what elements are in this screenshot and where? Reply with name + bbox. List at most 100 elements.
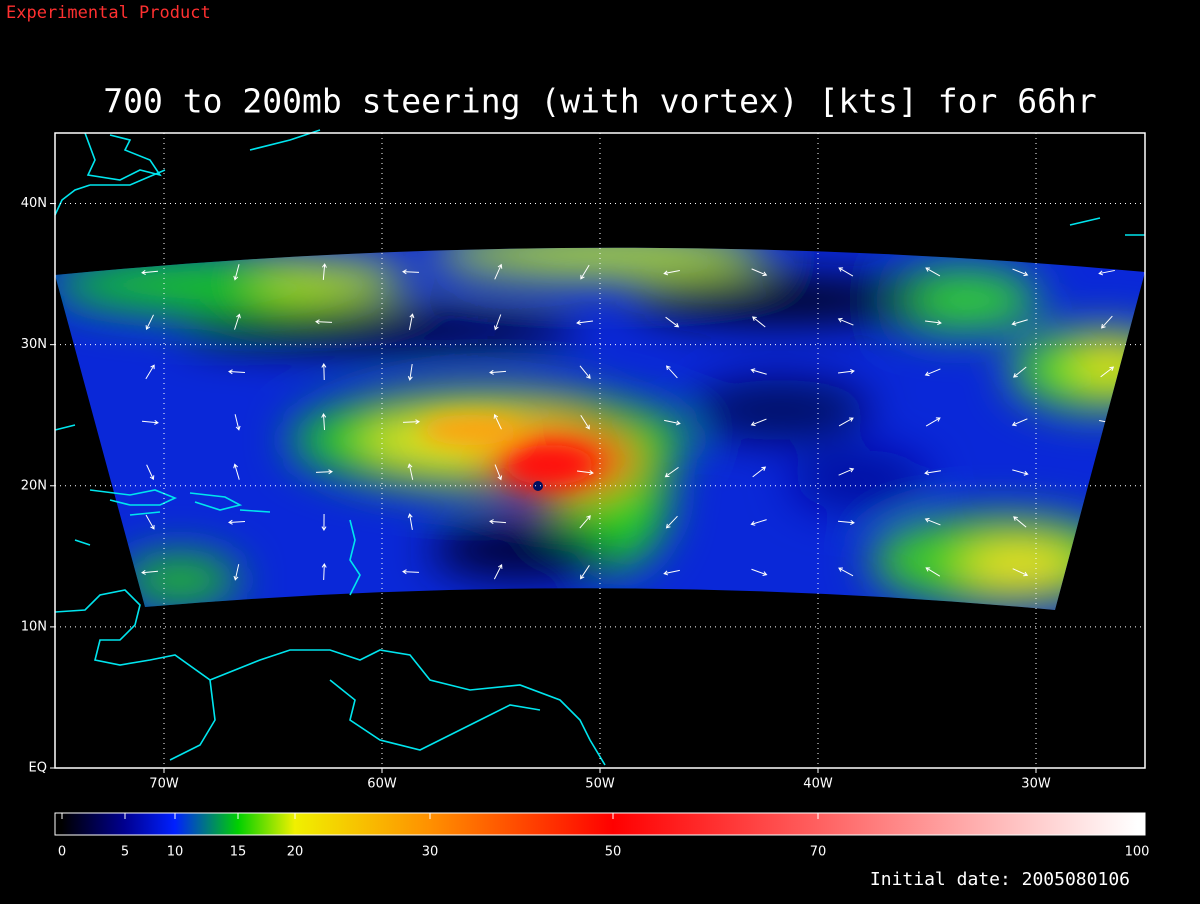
wind-arrow <box>408 313 415 330</box>
wind-arrow <box>233 264 240 281</box>
wind-arrow <box>838 267 854 277</box>
wind-arrow <box>233 463 240 480</box>
wind-arrow <box>402 419 420 425</box>
wind-arrow <box>402 569 420 575</box>
colorbar-label: 10 <box>167 845 184 860</box>
wind-arrow <box>315 469 333 475</box>
wind-arrow <box>493 314 502 331</box>
wind-arrow <box>579 365 591 379</box>
wind-arrow <box>234 414 241 431</box>
wind-arrow <box>663 269 680 276</box>
colorbar-label: 30 <box>422 845 439 860</box>
wind-arrow <box>837 317 854 326</box>
wind-arrow <box>1012 268 1029 277</box>
wind-arrow <box>145 514 155 530</box>
colorbar-label: 0 <box>58 845 66 860</box>
coastlines <box>54 129 1145 766</box>
wind-arrow <box>145 314 154 331</box>
x-tick-label: 70W <box>149 777 179 792</box>
wind-arrow <box>838 467 855 476</box>
wind-arrow <box>141 419 159 425</box>
colorbar-label: 50 <box>605 845 622 860</box>
wind-arrow <box>751 316 766 328</box>
wind-arrow <box>234 313 241 330</box>
wind-arrow <box>925 417 941 427</box>
wind-arrow <box>321 363 327 381</box>
wind-arrow <box>1098 269 1115 276</box>
wind-arrow <box>1101 465 1113 479</box>
colorbar <box>54 812 1146 836</box>
wind-arrow <box>838 567 854 577</box>
wind-arrow <box>576 320 594 326</box>
wind-arrow <box>489 519 507 525</box>
x-tick-label: 30W <box>1021 777 1051 792</box>
wind-arrow <box>494 464 503 481</box>
wind-arrow <box>494 263 503 280</box>
colorbar-label: 20 <box>287 845 304 860</box>
colorbar-label: 5 <box>121 845 129 860</box>
y-tick-label: 10N <box>21 619 47 634</box>
wind-arrow <box>1012 568 1029 577</box>
wind-arrow <box>321 413 327 431</box>
wind-arrow <box>407 364 413 381</box>
wind-arrow <box>924 517 941 526</box>
wind-arrow <box>750 418 767 427</box>
wind-arrow <box>1011 418 1028 427</box>
wind-arrow <box>837 368 855 374</box>
wind-arrow <box>407 463 414 480</box>
wind-arrow <box>664 419 681 426</box>
wind-arrow <box>577 470 594 476</box>
wind-arrow <box>664 466 679 478</box>
wind-arrow <box>924 368 941 377</box>
wind-arrow <box>750 368 767 375</box>
wind-arrow <box>750 519 767 526</box>
wind-arrow <box>663 569 680 576</box>
wind-arrow <box>665 316 680 328</box>
wind-arrow <box>1098 570 1115 576</box>
wind-arrow <box>580 565 590 580</box>
wind-arrow <box>665 365 678 379</box>
wind-arrow <box>1100 366 1115 378</box>
wind-arrow <box>1013 516 1027 528</box>
wind-arrow <box>837 519 855 525</box>
colorbar-label: 70 <box>810 845 827 860</box>
wind-arrow <box>1011 319 1028 326</box>
wind-arrow <box>493 563 503 580</box>
wind-arrow <box>402 269 420 275</box>
wind-arrow <box>579 515 591 529</box>
wind-arrow <box>752 466 767 478</box>
wind-arrow <box>321 513 327 531</box>
y-tick-label: 30N <box>21 337 47 352</box>
wind-arrow <box>489 369 507 375</box>
wind-arrow <box>228 369 246 375</box>
initial-date: Initial date: 2005080106 <box>870 869 1130 890</box>
wind-arrow <box>141 569 159 575</box>
wind-arrow <box>315 319 333 325</box>
wind-arrow <box>1100 315 1113 329</box>
wind-arrow <box>665 515 678 529</box>
wind-arrow <box>141 269 159 275</box>
wind-arrow <box>580 264 590 280</box>
wind-arrow <box>751 568 768 576</box>
wind-arrow <box>925 567 941 577</box>
wind-field <box>55 247 1145 610</box>
wind-arrow <box>493 413 502 430</box>
x-tick-label: 50W <box>585 777 615 792</box>
y-tick-label: 40N <box>21 196 47 211</box>
wind-arrow <box>925 267 941 277</box>
x-tick-label: 40W <box>803 777 833 792</box>
wind-arrow <box>925 320 942 326</box>
map-title: 700 to 200mb steering (with vortex) [kts… <box>103 82 1096 121</box>
wind-arrow <box>1013 366 1027 378</box>
colorbar-label: 15 <box>230 845 247 860</box>
experimental-label: Experimental Product <box>6 3 211 23</box>
wind-arrow <box>233 564 240 581</box>
wind-arrow <box>838 417 854 427</box>
wind-arrow <box>1012 469 1029 476</box>
wind-arrow <box>1100 516 1114 528</box>
wind-arrow <box>407 513 413 530</box>
wind-arrow <box>321 263 327 281</box>
x-tick-label: 60W <box>367 777 397 792</box>
wind-arrow <box>751 268 768 277</box>
